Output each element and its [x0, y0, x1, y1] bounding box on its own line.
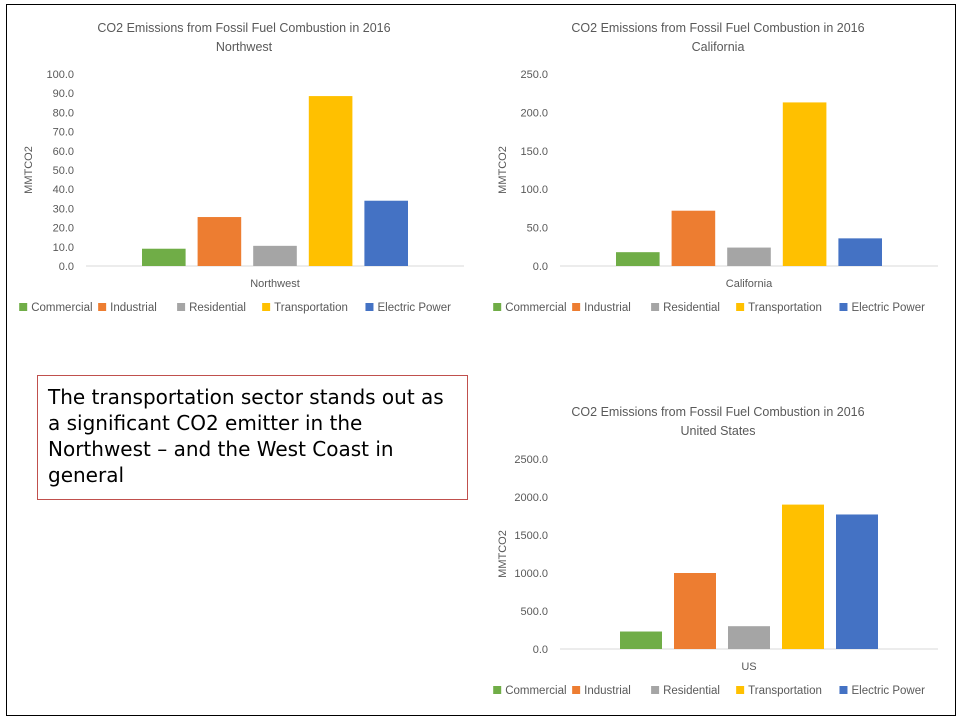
y-tick-label: 100.0	[46, 69, 74, 81]
y-axis-label: MMTCO2	[497, 146, 509, 194]
bar-commercial	[620, 631, 662, 649]
legend-label: Residential	[663, 685, 720, 697]
bar-residential	[727, 247, 771, 266]
y-tick-label: 0.0	[533, 644, 548, 656]
chart-us: CO2 Emissions from Fossil Fuel Combustio…	[488, 398, 948, 710]
chart-subtitle: California	[692, 40, 745, 54]
legend: Commercial Industrial Residential Transport…	[19, 302, 451, 314]
bar-residential	[728, 626, 770, 649]
legend-swatch	[651, 303, 660, 311]
y-tick-label: 50.0	[527, 223, 548, 235]
y-axis-label: MMTCO2	[497, 530, 509, 578]
bar-electric-power	[364, 200, 408, 266]
y-tick-label: 1500.0	[514, 530, 548, 542]
bar-transportation	[782, 504, 824, 649]
legend-label: Industrial	[584, 685, 631, 697]
bar-industrial	[197, 217, 242, 266]
legend-swatch	[572, 686, 581, 694]
legend-swatch	[736, 686, 745, 694]
legend-swatch	[651, 686, 660, 694]
legend: Commercial Industrial Residential Transport…	[493, 302, 925, 314]
bar-electric-power	[838, 238, 882, 266]
y-tick-label: 100.0	[520, 184, 548, 196]
bar-transportation	[308, 96, 353, 266]
legend-swatch	[262, 303, 271, 311]
legend-label: Residential	[189, 302, 246, 314]
y-tick-label: 70.0	[53, 127, 74, 139]
legend-label: Electric Power	[377, 302, 451, 314]
y-tick-label: 200.0	[520, 107, 548, 119]
legend-label: Commercial	[505, 685, 566, 697]
legend-label: Electric Power	[851, 685, 925, 697]
legend-swatch	[365, 303, 374, 311]
y-tick-label: 250.0	[520, 69, 548, 81]
y-tick-label: 0.0	[533, 261, 548, 273]
callout-textbox: The transportation sector stands out as …	[37, 375, 468, 500]
y-tick-label: 40.0	[53, 184, 74, 196]
legend-label: Transportation	[748, 302, 822, 314]
legend: Commercial Industrial Residential Transport…	[493, 685, 925, 697]
legend-swatch	[572, 303, 581, 311]
legend-swatch	[839, 303, 848, 311]
bar-industrial	[674, 573, 716, 649]
legend-label: Commercial	[31, 302, 92, 314]
chart-subtitle: United States	[680, 424, 755, 438]
legend-label: Residential	[663, 302, 720, 314]
x-category-label: Northwest	[250, 278, 300, 290]
chart-title: CO2 Emissions from Fossil Fuel Combustio…	[97, 21, 390, 35]
legend-label: Industrial	[584, 302, 631, 314]
y-tick-label: 1000.0	[514, 568, 548, 580]
bar-commercial	[142, 248, 186, 266]
y-tick-label: 60.0	[53, 146, 74, 158]
y-tick-label: 500.0	[520, 606, 548, 618]
chart-svg: CO2 Emissions from Fossil Fuel Combustio…	[493, 405, 938, 697]
legend-swatch	[493, 303, 502, 311]
bar-commercial	[616, 252, 660, 266]
bar-industrial	[671, 210, 716, 266]
chart-svg: CO2 Emissions from Fossil Fuel Combustio…	[19, 21, 464, 314]
bar-electric-power	[836, 514, 878, 649]
legend-swatch	[177, 303, 186, 311]
bar-residential	[253, 245, 297, 266]
chart-svg: CO2 Emissions from Fossil Fuel Combustio…	[493, 21, 938, 314]
y-tick-label: 20.0	[53, 223, 74, 235]
y-axis-label: MMTCO2	[23, 146, 35, 194]
chart-california: CO2 Emissions from Fossil Fuel Combustio…	[488, 14, 948, 324]
y-tick-label: 150.0	[520, 146, 548, 158]
x-category-label: US	[741, 661, 756, 673]
y-tick-label: 2500.0	[514, 454, 548, 466]
legend-label: Commercial	[505, 302, 566, 314]
chart-subtitle: Northwest	[216, 40, 273, 54]
y-tick-label: 2000.0	[514, 492, 548, 504]
legend-swatch	[736, 303, 745, 311]
y-tick-label: 50.0	[53, 165, 74, 177]
y-tick-label: 0.0	[59, 261, 74, 273]
legend-label: Transportation	[274, 302, 348, 314]
legend-swatch	[19, 303, 28, 311]
slide-frame	[6, 4, 956, 716]
chart-title: CO2 Emissions from Fossil Fuel Combustio…	[571, 405, 864, 419]
bar-transportation	[782, 102, 827, 266]
x-category-label: California	[726, 278, 773, 290]
legend-label: Industrial	[110, 302, 157, 314]
legend-swatch	[98, 303, 107, 311]
y-tick-label: 10.0	[53, 242, 74, 254]
y-tick-label: 90.0	[53, 88, 74, 100]
legend-label: Electric Power	[851, 302, 925, 314]
y-tick-label: 30.0	[53, 203, 74, 215]
y-tick-label: 80.0	[53, 107, 74, 119]
legend-swatch	[839, 686, 848, 694]
chart-northwest: CO2 Emissions from Fossil Fuel Combustio…	[14, 14, 474, 324]
legend-swatch	[493, 686, 502, 694]
legend-label: Transportation	[748, 685, 822, 697]
chart-title: CO2 Emissions from Fossil Fuel Combustio…	[571, 21, 864, 35]
